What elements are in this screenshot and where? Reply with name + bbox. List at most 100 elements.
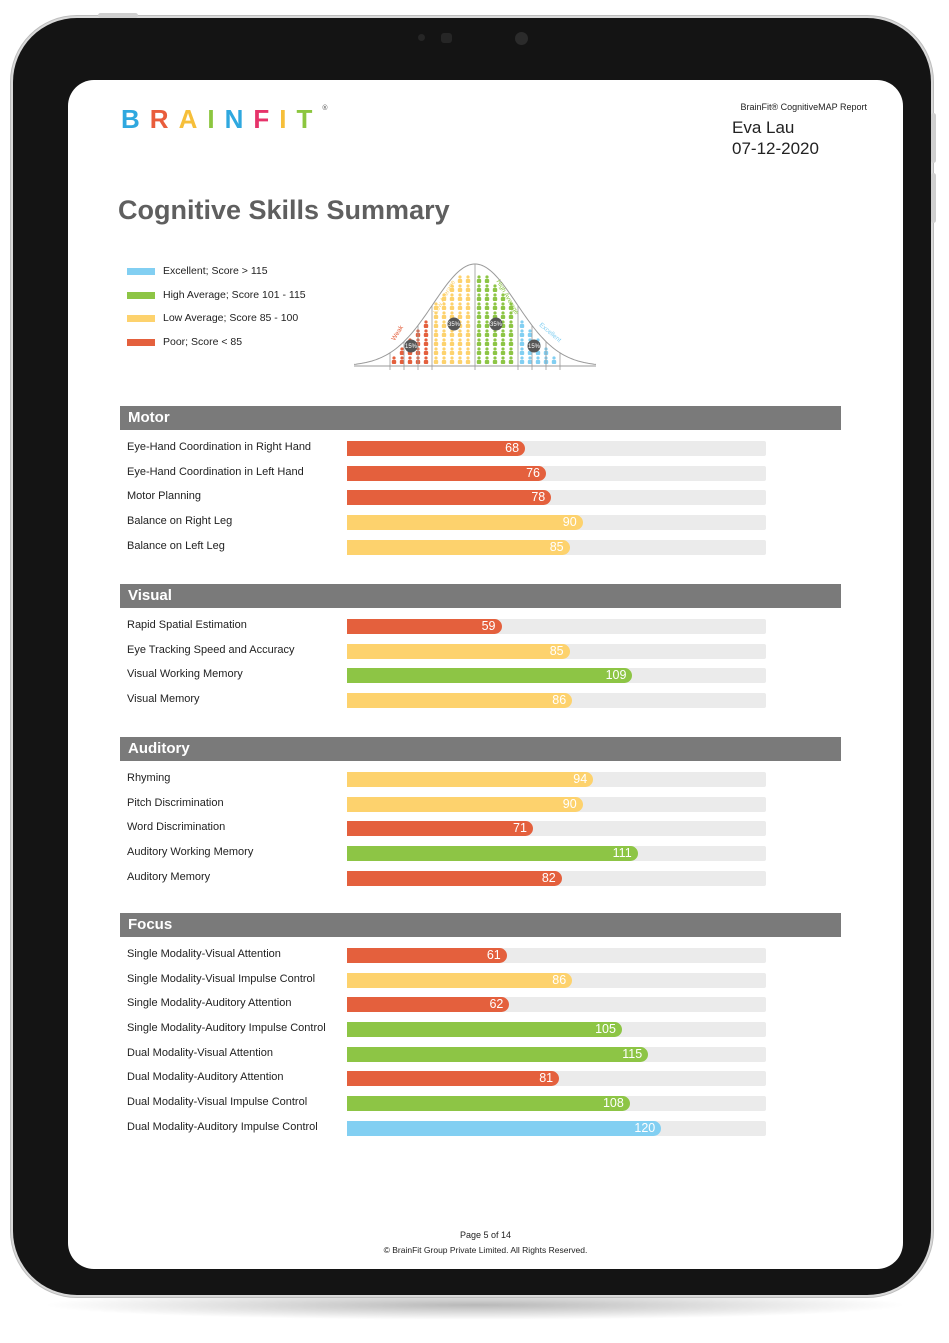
skill-row: Dual Modality-Visual Impulse Control 108	[120, 1091, 841, 1116]
person-icon-body	[484, 306, 490, 310]
skill-row: Visual Memory 86	[120, 688, 841, 713]
person-icon	[442, 302, 446, 306]
section-visual: Visual Rapid Spatial Estimation 59 Eye Trac…	[120, 584, 841, 713]
person-icon-body	[465, 279, 471, 283]
person-icon-body	[441, 333, 447, 337]
skill-label: Eye-Hand Coordination in Left Hand	[127, 465, 304, 478]
person-icon	[493, 356, 497, 360]
skill-row: Auditory Working Memory 111	[120, 841, 841, 866]
score-value: 82	[541, 870, 556, 885]
person-icon	[466, 302, 470, 306]
person-icon-body	[508, 342, 514, 346]
client-name: Eva Lau	[732, 118, 795, 137]
section-motor: Motor Eye-Hand Coordination in Right Hand…	[120, 406, 841, 559]
person-icon-body	[500, 360, 506, 364]
camera-sensor-icon	[441, 33, 452, 43]
person-icon	[509, 302, 513, 306]
person-icon-body	[441, 315, 447, 319]
curve-category-label: High Average	[495, 279, 521, 317]
person-icon-body	[465, 342, 471, 346]
person-icon	[450, 356, 454, 360]
logo-letter: B	[121, 104, 150, 134]
person-icon	[442, 329, 446, 333]
person-icon	[509, 329, 513, 333]
person-icon-body	[457, 306, 463, 310]
person-icon-body	[519, 342, 525, 346]
person-icon-body	[457, 351, 463, 355]
skill-label: Single Modality-Auditory Impulse Control	[127, 1022, 326, 1035]
score-track: 86	[347, 693, 766, 709]
page-number: Page 5 of 14	[459, 1230, 512, 1240]
person-icon-body	[527, 333, 533, 337]
person-icon-body	[423, 360, 429, 364]
score-value: 120	[634, 1120, 656, 1135]
person-icon-body	[500, 351, 506, 355]
report-page: BRAINFIT® BrainFit® CognitiveMAP Report …	[68, 80, 903, 1269]
score-bar: 81	[347, 1071, 560, 1087]
person-icon-body	[441, 297, 447, 301]
skill-row: Rapid Spatial Estimation 59	[120, 614, 841, 639]
person-icon-body	[484, 360, 490, 364]
percent-label: 15%	[528, 344, 541, 350]
person-icon-body	[449, 360, 455, 364]
person-icon-body	[457, 360, 463, 364]
person-icon	[501, 311, 505, 315]
person-icon	[424, 338, 428, 342]
score-value: 90	[562, 515, 577, 530]
person-icon-body	[476, 279, 482, 283]
person-icon	[501, 302, 505, 306]
volume-up-button[interactable]	[931, 113, 936, 163]
person-icon-body	[465, 306, 471, 310]
person-icon	[400, 347, 404, 351]
score-bar: 90	[347, 515, 583, 531]
person-icon	[509, 347, 513, 351]
logo-letter: R	[149, 104, 179, 134]
person-icon	[434, 311, 438, 315]
skill-label: Auditory Working Memory	[127, 846, 254, 859]
person-icon	[520, 356, 524, 360]
person-icon	[485, 275, 489, 279]
legend-swatch	[127, 291, 155, 299]
person-icon	[408, 356, 412, 360]
person-icon-body	[476, 360, 482, 364]
person-icon	[466, 329, 470, 333]
camera-dot-icon	[418, 34, 425, 41]
person-icon	[442, 356, 446, 360]
person-icon-body	[508, 333, 514, 337]
score-value: 86	[552, 972, 567, 987]
score-bar: 94	[347, 772, 594, 787]
person-icon	[520, 320, 524, 324]
page-title: Cognitive Skills Summary	[118, 195, 450, 225]
person-icon	[528, 329, 532, 333]
person-icon-body	[441, 306, 447, 310]
power-button[interactable]	[98, 13, 138, 18]
person-icon-body	[449, 342, 455, 346]
person-icon	[466, 356, 470, 360]
person-icon	[424, 329, 428, 333]
score-bar: 90	[347, 796, 583, 812]
person-icon-body	[433, 342, 439, 346]
person-icon	[485, 320, 489, 324]
person-icon-body	[449, 351, 455, 355]
score-value: 78	[531, 490, 546, 505]
score-value: 71	[513, 821, 527, 836]
skill-row: Rhyming 94	[120, 767, 841, 792]
volume-down-button[interactable]	[931, 173, 936, 223]
person-icon-body	[484, 333, 490, 337]
score-track: 78	[347, 490, 766, 506]
legend-label: High Average; Score 101 - 115	[163, 288, 306, 301]
score-bar: 76	[347, 465, 547, 481]
person-icon-body	[441, 360, 447, 364]
score-value: 111	[612, 846, 632, 861]
person-icon-body	[500, 315, 506, 319]
camera-lens-icon	[515, 32, 528, 45]
person-icon	[424, 347, 428, 351]
person-icon-body	[500, 342, 506, 346]
score-track: 59	[347, 619, 766, 634]
person-icon	[434, 329, 438, 333]
person-icon	[485, 356, 489, 360]
score-bar: 85	[347, 539, 570, 555]
skill-label: Dual Modality-Auditory Impulse Control	[127, 1120, 318, 1133]
curve-category-label: Weak	[390, 324, 405, 342]
skill-label: Single Modality-Visual Attention	[127, 948, 281, 960]
